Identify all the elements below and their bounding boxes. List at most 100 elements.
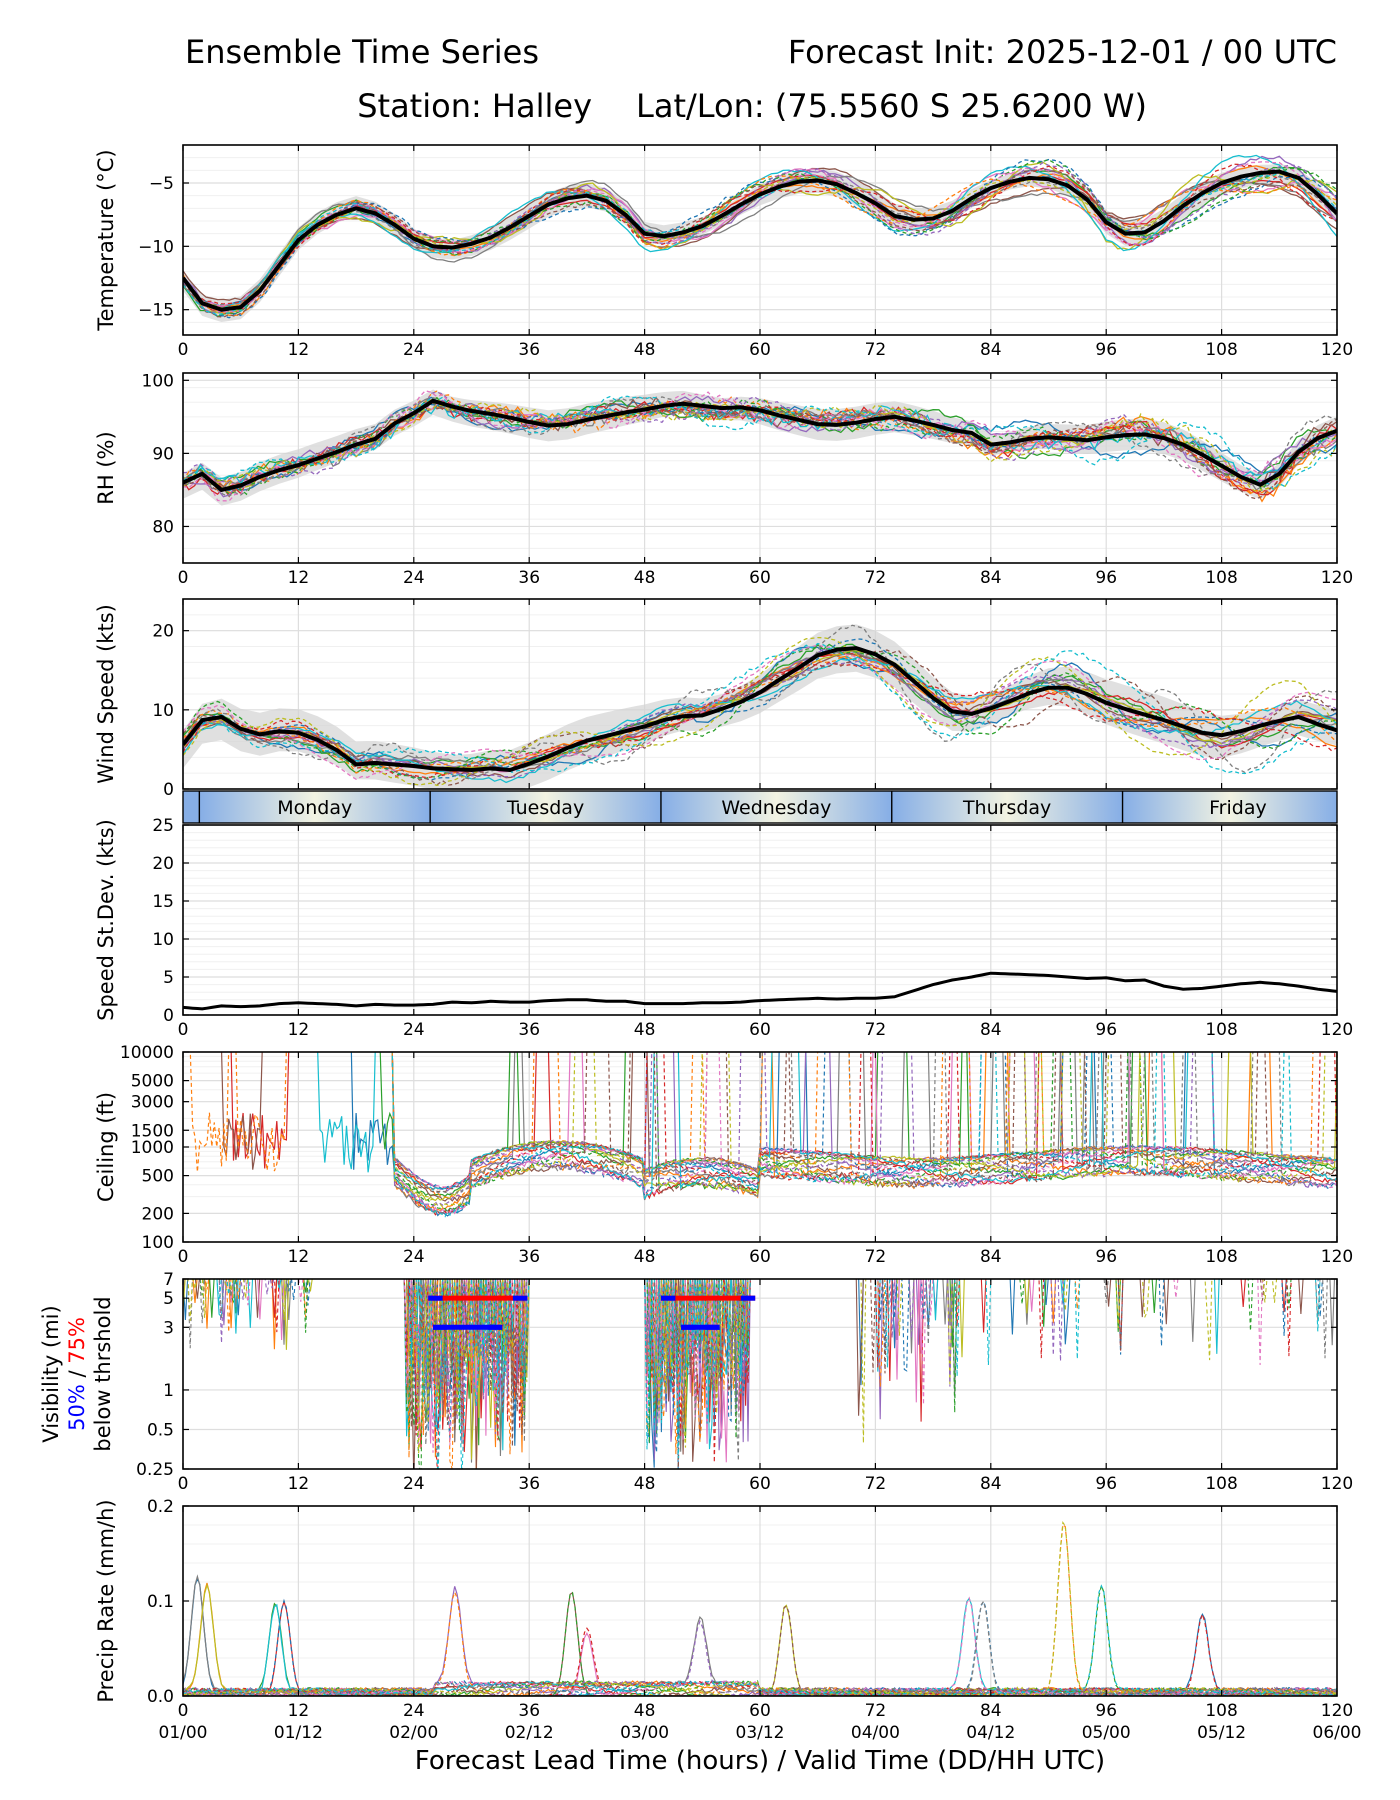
visibility-x-tick-label: 96 xyxy=(1095,1474,1117,1494)
speed-stdev-y-axis-label: Speed St.Dev. (kts) xyxy=(94,819,118,1021)
wind-speed-y-tick-label: 20 xyxy=(152,622,174,642)
visibility-label-line1: Visibility (mi) xyxy=(39,1305,63,1442)
rh-x-tick-label: 48 xyxy=(634,568,656,588)
rh-panel: 0 12 24 36 48 60 72 84 96 108 120 80 90 100 RH (%) xyxy=(94,371,1353,588)
speed-stdev-line xyxy=(183,971,1337,1011)
valid-time-label: 01/00 xyxy=(159,1723,208,1743)
visibility-y-axis-label: Visibility (mi) 50% / 75% below thrshold xyxy=(39,1296,115,1451)
speed-stdev-x-tick-label: 84 xyxy=(980,1020,1002,1040)
temperature-mean-line xyxy=(183,169,1337,312)
precip-rate-x-tick-label: 12 xyxy=(288,1701,310,1721)
wind-speed-member-line xyxy=(183,624,1337,780)
ceiling-x-tick-label: 48 xyxy=(634,1247,656,1267)
speed-stdev-panel: 0 12 24 36 48 60 72 84 96 108 120 0 5 10 15 20 25 Speed S… xyxy=(94,816,1353,1040)
ceiling-y-tick-label: 1000 xyxy=(131,1138,174,1158)
ceiling-member-line xyxy=(391,1052,1337,1217)
ceiling-x-tick-label: 120 xyxy=(1321,1247,1353,1267)
rh-x-tick-label: 24 xyxy=(403,568,425,588)
speed-stdev-y-tick-label: 20 xyxy=(152,854,174,874)
precip-rate-x-tick-label: 72 xyxy=(865,1701,887,1721)
valid-time-label: 06/00 xyxy=(1313,1723,1362,1743)
visibility-x-tick-label: 24 xyxy=(403,1474,425,1494)
ceiling-y-tick-label: 5000 xyxy=(131,1072,174,1092)
ceiling-x-tick-label: 108 xyxy=(1205,1247,1237,1267)
temperature-x-tick-label: 48 xyxy=(634,340,656,360)
ceiling-member-line xyxy=(379,1052,1337,1197)
ceiling-member-line xyxy=(391,1052,1337,1218)
rh-x-tick-label: 0 xyxy=(178,568,189,588)
visibility-data xyxy=(183,1279,1336,1469)
visibility-y-tick-label: 0.5 xyxy=(147,1420,174,1440)
precip-member-line xyxy=(183,1619,1337,1696)
rh-x-tick-label: 12 xyxy=(288,568,310,588)
precip-rate-y-axis-label: Precip Rate (mm/h) xyxy=(94,1499,118,1702)
ceiling-y-tick-label: 100 xyxy=(142,1233,174,1253)
rh-x-tick-label: 84 xyxy=(980,568,1002,588)
wind-speed-panel: 0 10 20 Wind Speed (kts) xyxy=(94,598,1338,800)
rh-member-line xyxy=(183,400,1337,488)
precip-rate-y-tick-label: 0.2 xyxy=(147,1497,174,1517)
day-band-frame xyxy=(182,790,1338,824)
valid-time-label: 01/12 xyxy=(274,1723,323,1743)
ceiling-member-line xyxy=(391,1052,1326,1209)
valid-time-label: 02/00 xyxy=(389,1723,438,1743)
wind-speed-y-tick-label: 0 xyxy=(163,780,174,800)
x-axis-label: Forecast Lead Time (hours) / Valid Time … xyxy=(415,1746,1105,1776)
rh-y-tick-label: 90 xyxy=(152,444,174,464)
temperature-y-tick-label: −15 xyxy=(138,301,174,321)
rh-member-line xyxy=(183,395,1337,491)
precip-rate-x-tick-label: 108 xyxy=(1205,1701,1237,1721)
valid-time-label: 02/12 xyxy=(505,1723,554,1743)
speed-stdev-data xyxy=(183,971,1337,1011)
visibility-panel: 0 12 24 36 48 60 72 84 96 108 120 0.25 0.5 1 3 57 xyxy=(136,1270,1353,1494)
valid-time-label: 03/12 xyxy=(736,1723,785,1743)
p50-label: 50% xyxy=(65,1384,89,1431)
valid-time-label: 05/00 xyxy=(1082,1723,1131,1743)
precip-rate-y-tick-label: 0.1 xyxy=(147,1592,174,1612)
day-label-tuesday: Tuesday xyxy=(506,797,584,819)
temperature-x-tick-label: 0 xyxy=(178,340,189,360)
temperature-member-line xyxy=(183,158,1337,319)
ceiling-x-tick-label: 96 xyxy=(1095,1247,1117,1267)
temperature-x-tick-label: 72 xyxy=(865,340,887,360)
precip-rate-panel: 0 12 24 36 48 60 72 84 96 108 120 0.0 0.1 0.2 Precip R… xyxy=(94,1497,1353,1721)
speed-stdev-x-tick-label: 108 xyxy=(1205,1020,1237,1040)
speed-stdev-y-tick-label: 0 xyxy=(163,1006,174,1026)
day-segment xyxy=(430,791,661,823)
temperature-x-tick-label: 108 xyxy=(1205,340,1237,360)
temperature-member-line xyxy=(183,154,1337,309)
day-label-monday: Monday xyxy=(277,797,352,819)
valid-time-label: 04/12 xyxy=(966,1723,1015,1743)
temperature-x-tick-label: 84 xyxy=(980,340,1002,360)
precip-rate-x-tick-label: 120 xyxy=(1321,1701,1353,1721)
speed-stdev-x-tick-label: 60 xyxy=(749,1020,771,1040)
wind-speed-spread-band xyxy=(183,624,1337,789)
ceiling-x-tick-label: 36 xyxy=(518,1247,540,1267)
speed-stdev-x-tick-label: 24 xyxy=(403,1020,425,1040)
rh-member-line xyxy=(183,396,1337,496)
ceiling-y-tick-label: 500 xyxy=(142,1167,174,1187)
ceiling-panel: 0 12 24 36 48 60 72 84 96 108 120 100 200 500 10001500… xyxy=(94,1043,1353,1267)
ceiling-x-tick-label: 0 xyxy=(178,1247,189,1267)
temperature-x-tick-label: 60 xyxy=(749,340,771,360)
temperature-y-tick-label: −10 xyxy=(138,237,174,257)
visibility-x-tick-label: 60 xyxy=(749,1474,771,1494)
valid-time-label: 03/00 xyxy=(620,1723,669,1743)
day-band: Monday Tuesday Wednesday Thursday Friday xyxy=(182,790,1338,824)
temperature-member-line xyxy=(183,173,1337,309)
rh-x-tick-label: 120 xyxy=(1321,568,1353,588)
ceiling-x-tick-label: 84 xyxy=(980,1247,1002,1267)
wind-speed-member-line xyxy=(183,654,1337,774)
rh-y-tick-label: 100 xyxy=(142,371,174,391)
temperature-y-axis-label: Temperature (°C) xyxy=(94,149,118,331)
temperature-member-line xyxy=(183,168,1337,318)
temperature-data xyxy=(183,154,1337,322)
visibility-y-tick-label: 7 xyxy=(163,1270,174,1290)
visibility-y-tick-label: 1 xyxy=(163,1381,174,1401)
visibility-x-tick-label: 12 xyxy=(288,1474,310,1494)
temperature-member-line xyxy=(183,174,1337,314)
precip-rate-x-tick-label: 48 xyxy=(634,1701,656,1721)
precip-rate-x-tick-label: 24 xyxy=(403,1701,425,1721)
precip-rate-y-tick-label: 0.0 xyxy=(147,1687,174,1707)
